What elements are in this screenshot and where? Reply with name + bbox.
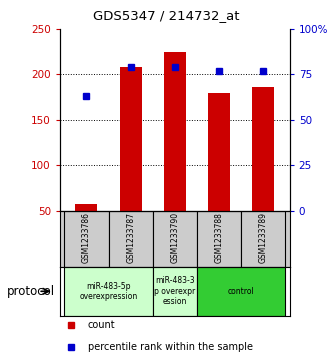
Text: protocol: protocol — [7, 285, 55, 298]
Text: GSM1233790: GSM1233790 — [170, 212, 179, 263]
Text: miR-483-3
p overexpr
ession: miR-483-3 p overexpr ession — [154, 276, 195, 306]
Text: miR-483-5p
overexpression: miR-483-5p overexpression — [79, 282, 138, 301]
Bar — [252, 87, 274, 211]
Bar — [75, 204, 98, 211]
Bar — [64, 267, 153, 316]
Bar — [153, 211, 197, 267]
Text: GSM1233787: GSM1233787 — [126, 212, 135, 263]
Bar — [197, 211, 241, 267]
Text: GSM1233788: GSM1233788 — [214, 212, 223, 263]
Text: GDS5347 / 214732_at: GDS5347 / 214732_at — [93, 9, 240, 22]
Text: GSM1233789: GSM1233789 — [259, 212, 268, 263]
Text: percentile rank within the sample: percentile rank within the sample — [88, 342, 252, 352]
Bar — [241, 211, 285, 267]
Bar — [153, 267, 197, 316]
Bar — [164, 52, 186, 211]
Text: control: control — [228, 287, 254, 296]
Bar — [109, 211, 153, 267]
Bar — [120, 67, 142, 211]
Bar — [64, 211, 109, 267]
Text: GSM1233786: GSM1233786 — [82, 212, 91, 263]
Bar — [208, 93, 230, 211]
Text: count: count — [88, 321, 115, 330]
Bar — [197, 267, 285, 316]
